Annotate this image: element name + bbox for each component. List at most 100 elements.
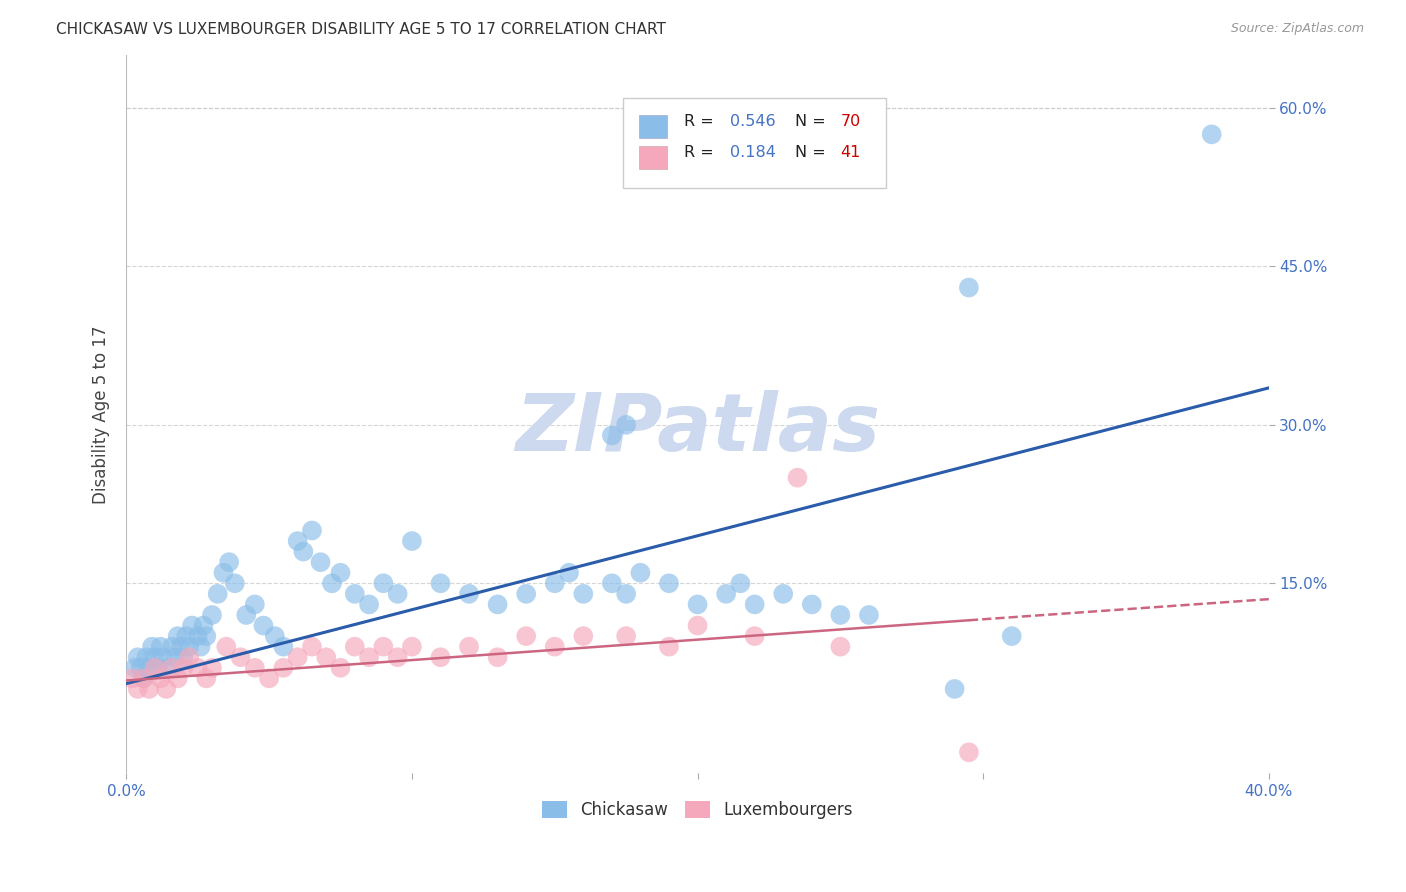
Point xyxy=(800,598,823,612)
Point xyxy=(329,661,352,675)
Point xyxy=(224,576,246,591)
Point xyxy=(287,534,309,549)
Text: R =: R = xyxy=(683,145,718,161)
Text: 41: 41 xyxy=(841,145,860,161)
Y-axis label: Disability Age 5 to 17: Disability Age 5 to 17 xyxy=(93,325,110,504)
Point xyxy=(172,650,194,665)
Point xyxy=(957,745,980,759)
Point xyxy=(572,629,595,643)
Point xyxy=(166,629,188,643)
Point xyxy=(373,576,395,591)
Point xyxy=(957,280,980,294)
Point xyxy=(201,661,224,675)
Point xyxy=(166,671,188,685)
Point xyxy=(172,661,194,675)
Point xyxy=(121,671,143,685)
Point xyxy=(315,650,337,665)
Point xyxy=(160,661,183,675)
Point xyxy=(263,629,285,643)
Point xyxy=(141,640,163,654)
Point xyxy=(387,650,409,665)
Point xyxy=(401,640,423,654)
Point xyxy=(143,650,166,665)
Point xyxy=(138,681,160,696)
Point xyxy=(149,671,172,685)
Point xyxy=(273,661,295,675)
Point xyxy=(658,576,681,591)
Point xyxy=(600,428,623,442)
Point xyxy=(359,598,381,612)
Point xyxy=(830,607,852,622)
Point xyxy=(243,661,266,675)
Point xyxy=(132,671,155,685)
Point xyxy=(600,576,623,591)
Point xyxy=(558,566,581,580)
Point xyxy=(515,587,537,601)
Point xyxy=(215,640,238,654)
Text: CHICKASAW VS LUXEMBOURGER DISABILITY AGE 5 TO 17 CORRELATION CHART: CHICKASAW VS LUXEMBOURGER DISABILITY AGE… xyxy=(56,22,666,37)
Point xyxy=(193,618,215,632)
Point xyxy=(292,544,315,558)
Point xyxy=(359,650,381,665)
Text: Source: ZipAtlas.com: Source: ZipAtlas.com xyxy=(1230,22,1364,36)
Point xyxy=(132,671,155,685)
Point xyxy=(730,576,752,591)
Point xyxy=(329,566,352,580)
Point xyxy=(155,681,177,696)
Point xyxy=(486,598,509,612)
Point xyxy=(235,607,257,622)
Point xyxy=(179,650,201,665)
Point xyxy=(1201,128,1223,142)
Point xyxy=(252,618,274,632)
Point xyxy=(143,661,166,675)
Point xyxy=(858,607,880,622)
Text: R =: R = xyxy=(683,113,718,128)
Point xyxy=(135,650,157,665)
Point xyxy=(401,534,423,549)
Point xyxy=(544,576,567,591)
Point xyxy=(127,650,149,665)
Text: 70: 70 xyxy=(841,113,860,128)
Point xyxy=(830,640,852,654)
Point xyxy=(146,661,169,675)
Point xyxy=(458,640,481,654)
Point xyxy=(714,587,737,601)
Point xyxy=(658,640,681,654)
Text: N =: N = xyxy=(794,113,831,128)
Point xyxy=(160,640,183,654)
Point xyxy=(152,650,174,665)
Point xyxy=(181,618,204,632)
Point xyxy=(686,598,709,612)
Point xyxy=(429,650,451,665)
Legend: Chickasaw, Luxembourgers: Chickasaw, Luxembourgers xyxy=(536,795,859,826)
Text: 0.184: 0.184 xyxy=(730,145,776,161)
Point xyxy=(169,640,191,654)
Point xyxy=(187,661,209,675)
Point xyxy=(614,629,637,643)
Point xyxy=(943,681,966,696)
FancyBboxPatch shape xyxy=(640,145,666,169)
Text: ZIPatlas: ZIPatlas xyxy=(515,390,880,467)
Point xyxy=(218,555,240,569)
Point xyxy=(387,587,409,601)
Point xyxy=(138,661,160,675)
Point xyxy=(187,629,209,643)
Point xyxy=(343,587,366,601)
FancyBboxPatch shape xyxy=(623,98,886,188)
Point xyxy=(174,629,197,643)
Point xyxy=(614,587,637,601)
Point xyxy=(515,629,537,643)
Point xyxy=(124,661,146,675)
Point xyxy=(157,661,180,675)
Point xyxy=(129,661,152,675)
Point xyxy=(628,566,651,580)
Point xyxy=(686,618,709,632)
Point xyxy=(772,587,794,601)
Point xyxy=(572,587,595,601)
Point xyxy=(1001,629,1024,643)
Point xyxy=(163,650,186,665)
Point xyxy=(321,576,343,591)
Point xyxy=(544,640,567,654)
Point xyxy=(301,524,323,538)
Point xyxy=(744,598,766,612)
